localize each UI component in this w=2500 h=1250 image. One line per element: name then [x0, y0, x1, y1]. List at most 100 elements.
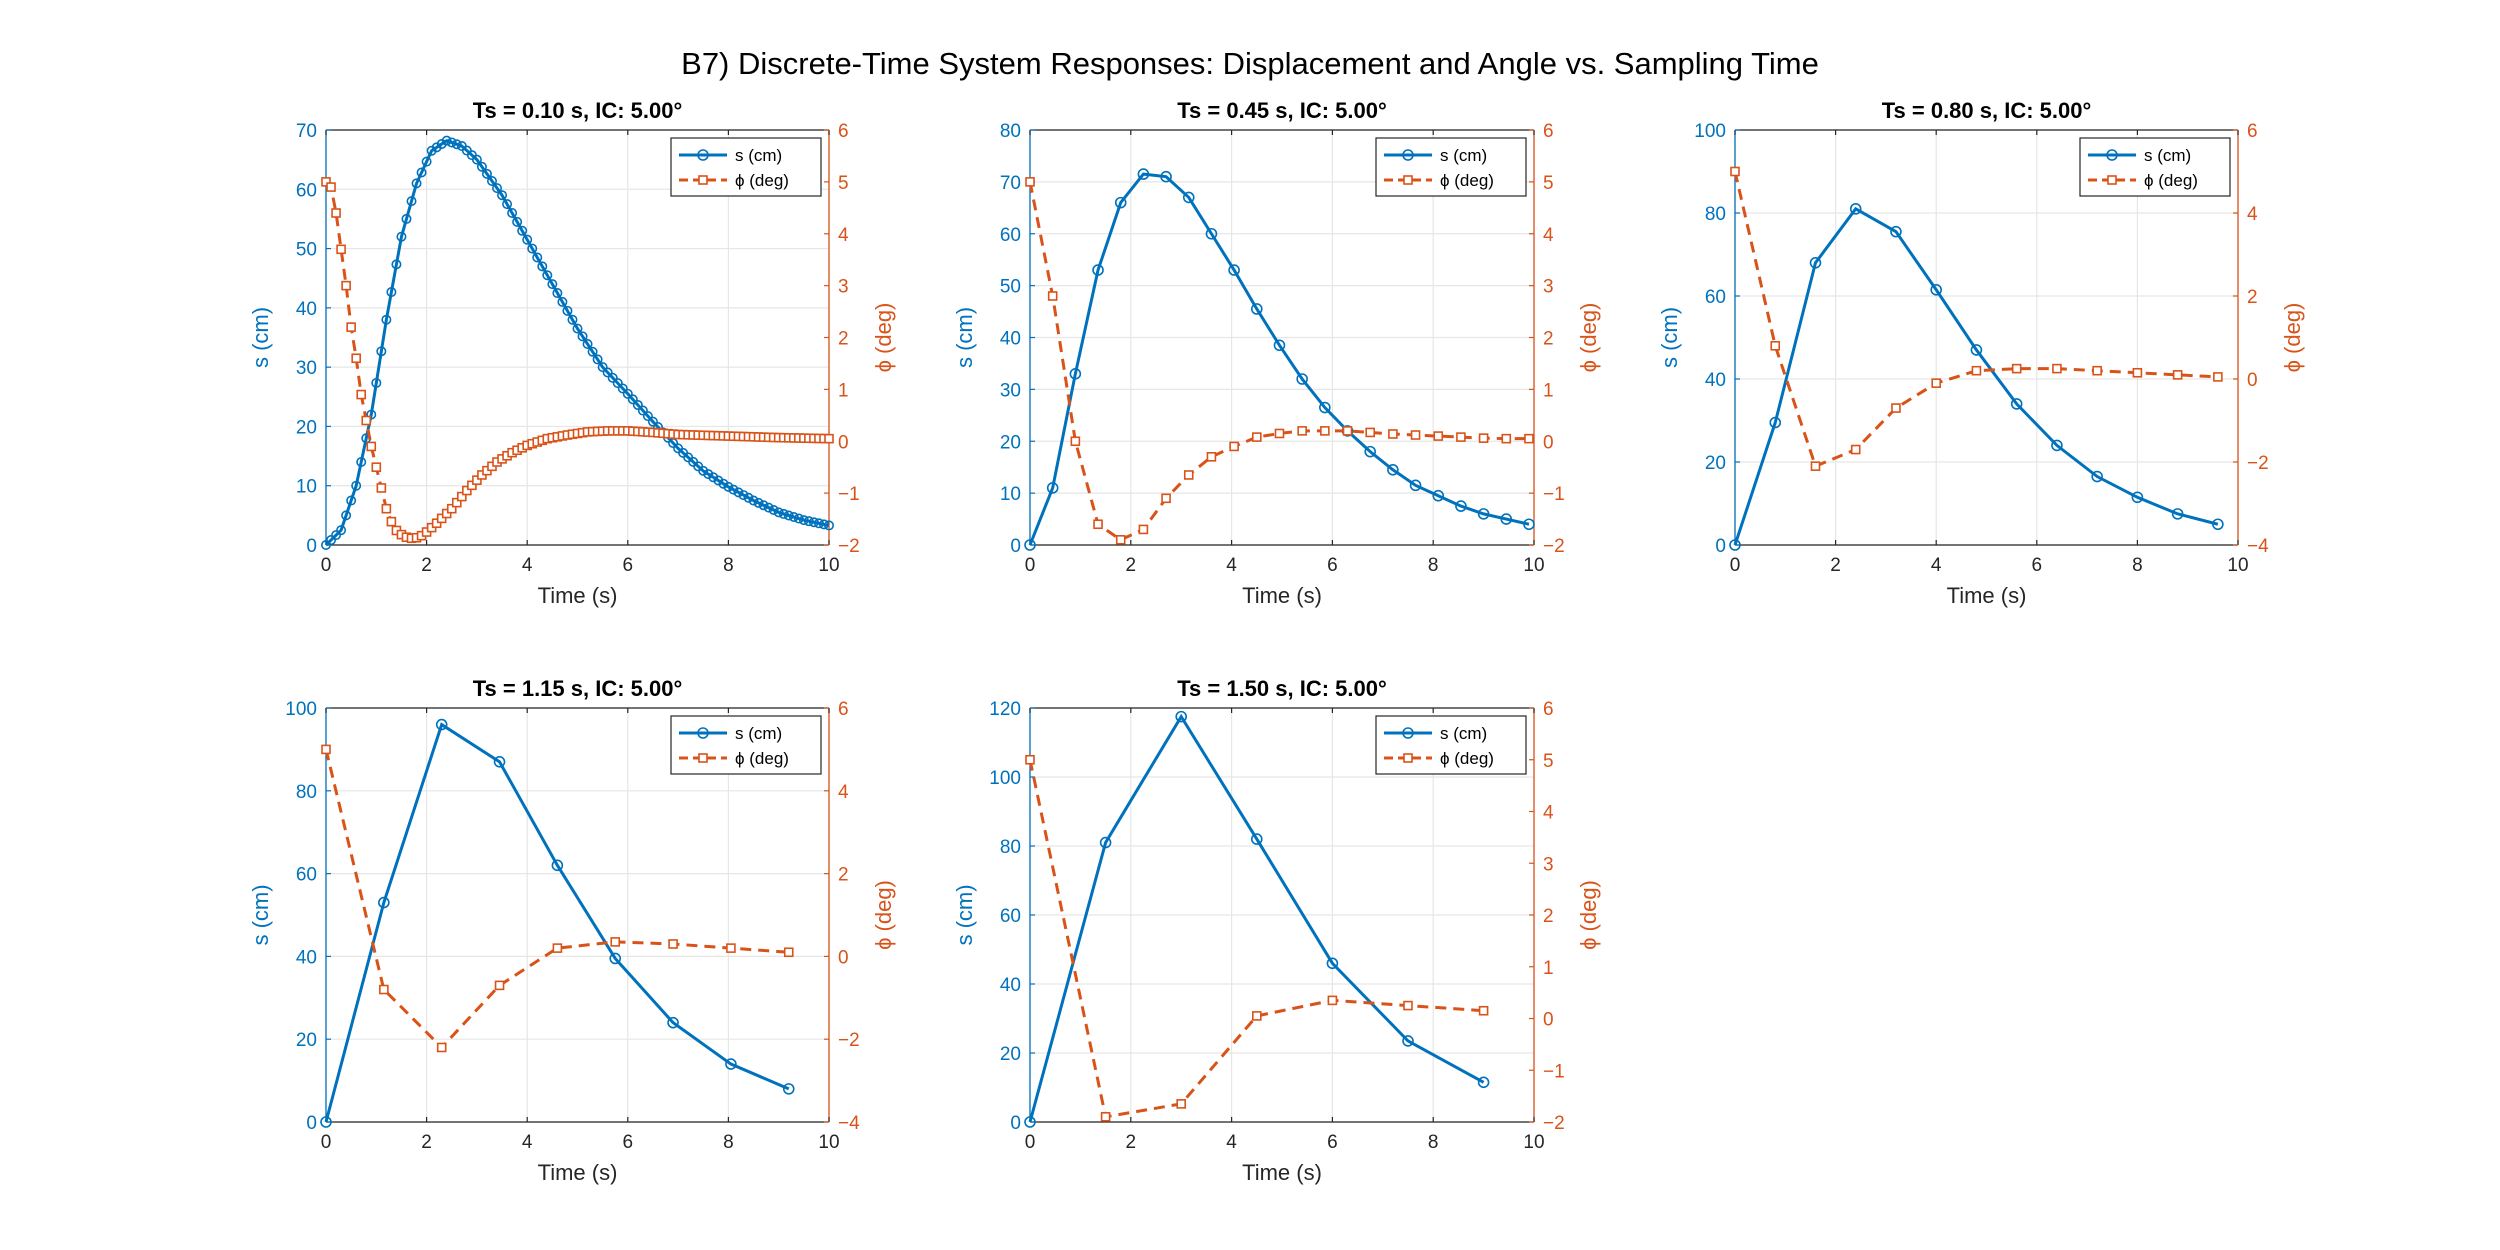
legend-s-label: s (cm)	[735, 146, 782, 165]
s-data-point	[758, 500, 769, 511]
phi-data-point	[1810, 461, 1821, 471]
s-data-point	[378, 896, 390, 909]
s-data-point	[728, 484, 739, 495]
y-right-tick-label: 6	[838, 121, 849, 142]
s-data-point	[376, 346, 387, 357]
y-right-tick-label: 3	[1543, 277, 1554, 298]
y-left-tick-label: 100	[989, 768, 1021, 789]
phi-series-line	[1028, 181, 1529, 542]
y-right-tick-label: 3	[1543, 854, 1554, 875]
phi-data-point	[1327, 995, 1338, 1006]
y-right-axis-label: ϕ (deg)	[2280, 303, 2305, 373]
phi-data-point	[1478, 1005, 1489, 1016]
s-series-line	[1028, 713, 1485, 1123]
legend-phi-marker	[1403, 175, 1413, 185]
s-data-point	[406, 196, 417, 207]
phi-data-point	[1274, 428, 1285, 439]
s-data-point	[793, 513, 804, 524]
y-left-tick-label: 50	[1000, 277, 1021, 298]
s-data-point	[577, 331, 588, 342]
phi-data-point	[1176, 1099, 1186, 1109]
s-data-point	[627, 394, 638, 405]
y-left-tick-label: 100	[285, 699, 317, 720]
x-tick-label: 10	[1523, 555, 1544, 576]
y-right-tick-label: −2	[1543, 1113, 1565, 1134]
s-data-point	[522, 234, 533, 245]
phi-data-point	[2011, 363, 2022, 374]
s-data-point	[1970, 344, 1983, 356]
phi-data-point	[2213, 372, 2223, 382]
phi-data-point	[726, 943, 736, 953]
s-data-point	[803, 516, 814, 527]
y-right-axis-label: ϕ (deg)	[1576, 880, 1601, 950]
y-right-tick-label: 2	[1543, 906, 1554, 927]
s-data-point	[783, 510, 794, 521]
s-data-point	[1228, 264, 1240, 276]
phi-data-point	[361, 415, 372, 426]
s-data-point	[493, 756, 506, 768]
s-data-point	[572, 323, 583, 334]
phi-data-point	[1524, 433, 1534, 444]
x-tick-label: 10	[1523, 1132, 1544, 1153]
subplot-title: Ts = 0.10 s, IC: 5.00°	[473, 98, 683, 123]
y-right-tick-label: −1	[838, 484, 860, 505]
y-right-tick-label: 1	[838, 380, 849, 401]
s-data-point	[527, 243, 538, 254]
phi-data-point	[494, 980, 505, 991]
subplot-title: Ts = 0.80 s, IC: 5.00°	[1882, 98, 2092, 123]
s-data-point	[667, 1016, 679, 1029]
s-data-point	[411, 178, 422, 189]
phi-data-point	[436, 513, 447, 524]
y-left-axis-label: s (cm)	[952, 307, 977, 368]
s-data-point	[2171, 508, 2184, 520]
s-data-point	[788, 512, 799, 523]
s-data-point	[441, 135, 452, 146]
s-data-point	[617, 383, 628, 394]
s-data-point	[386, 287, 397, 298]
s-data-point	[356, 456, 367, 467]
legend-phi-label: ϕ (deg)	[1440, 171, 1494, 190]
y-right-tick-label: 2	[1543, 329, 1554, 350]
y-left-tick-label: 80	[1705, 204, 1726, 225]
phi-data-point	[2172, 370, 2183, 380]
x-tick-label: 10	[2227, 555, 2248, 576]
y-right-tick-label: 2	[838, 329, 849, 350]
y-right-tick-label: 4	[2247, 204, 2258, 225]
x-tick-label: 10	[818, 555, 839, 576]
s-data-point	[753, 497, 764, 508]
y-left-tick-label: 80	[1000, 837, 1021, 858]
s-data-point	[2051, 439, 2063, 452]
s-data-point	[1890, 225, 1902, 238]
legend-phi-marker	[2107, 175, 2117, 185]
phi-data-point	[331, 208, 341, 218]
phi-data-point	[1297, 426, 1307, 436]
phi-data-point	[1403, 1000, 1413, 1011]
phi-data-point	[1183, 470, 1194, 480]
y-left-tick-label: 40	[1000, 329, 1021, 350]
y-right-axis-label: ϕ (deg)	[871, 303, 896, 373]
phi-data-point	[1770, 340, 1781, 351]
y-left-tick-label: 0	[1010, 536, 1021, 557]
s-data-point	[1387, 463, 1399, 476]
y-right-tick-label: 3	[838, 277, 849, 298]
legend-box	[1375, 715, 1527, 775]
s-data-point	[597, 362, 608, 373]
s-data-point	[1769, 416, 1782, 429]
s-data-point	[1729, 539, 1741, 551]
phi-data-point	[1100, 1112, 1111, 1122]
phi-data-point	[552, 943, 563, 953]
y-right-tick-label: −2	[1543, 536, 1565, 557]
s-data-point	[1114, 196, 1127, 209]
x-tick-label: 2	[1830, 555, 1841, 576]
s-data-point	[823, 520, 834, 531]
s-data-point	[632, 399, 643, 410]
x-tick-label: 8	[1428, 555, 1439, 576]
phi-data-point	[1891, 403, 1901, 413]
s-data-point	[481, 168, 492, 179]
s-data-point	[1809, 256, 1822, 269]
x-tick-label: 6	[1327, 555, 1338, 576]
s-data-point	[1182, 191, 1195, 204]
s-data-point	[733, 487, 744, 498]
x-axis-label: Time (s)	[1947, 583, 2027, 608]
s-data-point	[1205, 227, 1218, 240]
